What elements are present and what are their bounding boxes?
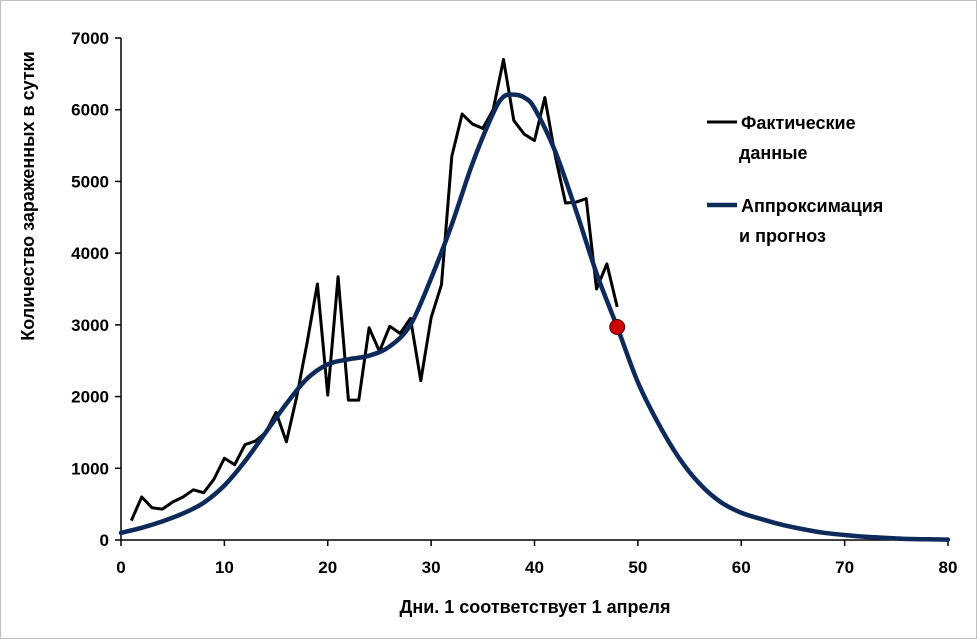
- y-tick-label: 3000: [71, 316, 109, 335]
- x-tick-label: 30: [422, 558, 441, 577]
- legend-label-fit-line1: Аппроксимация: [741, 196, 883, 216]
- x-tick-label: 20: [318, 558, 337, 577]
- y-tick-label: 2000: [71, 388, 109, 407]
- legend: Фактические данные Аппроксимация и прогн…: [707, 113, 883, 246]
- series-group: [118, 58, 951, 542]
- x-tick-label: 40: [525, 558, 544, 577]
- legend-label-actual-line2: данные: [739, 143, 808, 163]
- current-day-marker: [609, 319, 626, 336]
- x-tick-label: 50: [628, 558, 647, 577]
- y-axis-title: Количество зараженных в сутки: [18, 51, 38, 341]
- y-tick-label: 6000: [71, 101, 109, 120]
- x-tick-label: 70: [835, 558, 854, 577]
- y-tick-label: 5000: [71, 172, 109, 191]
- x-tick-label: 60: [732, 558, 751, 577]
- axes: 0 1000 2000 3000 4000 5000 6000 7000 0 10 20 30 40 50…: [71, 29, 957, 577]
- y-tick-label: 1000: [71, 459, 109, 478]
- x-tick-label: 80: [939, 558, 958, 577]
- x-axis-title: Дни. 1 соответствует 1 апреля: [400, 597, 671, 617]
- series-line-actual: [129, 58, 619, 522]
- x-tick-label: 0: [116, 558, 125, 577]
- legend-label-fit-line2: и прогноз: [739, 226, 826, 246]
- series-line-fit: [118, 92, 951, 542]
- y-tick-label: 7000: [71, 29, 109, 48]
- y-tick-label: 4000: [71, 244, 109, 263]
- legend-label-actual-line1: Фактические: [741, 113, 856, 133]
- x-tick-label: 10: [215, 558, 234, 577]
- y-tick-label: 0: [100, 531, 109, 550]
